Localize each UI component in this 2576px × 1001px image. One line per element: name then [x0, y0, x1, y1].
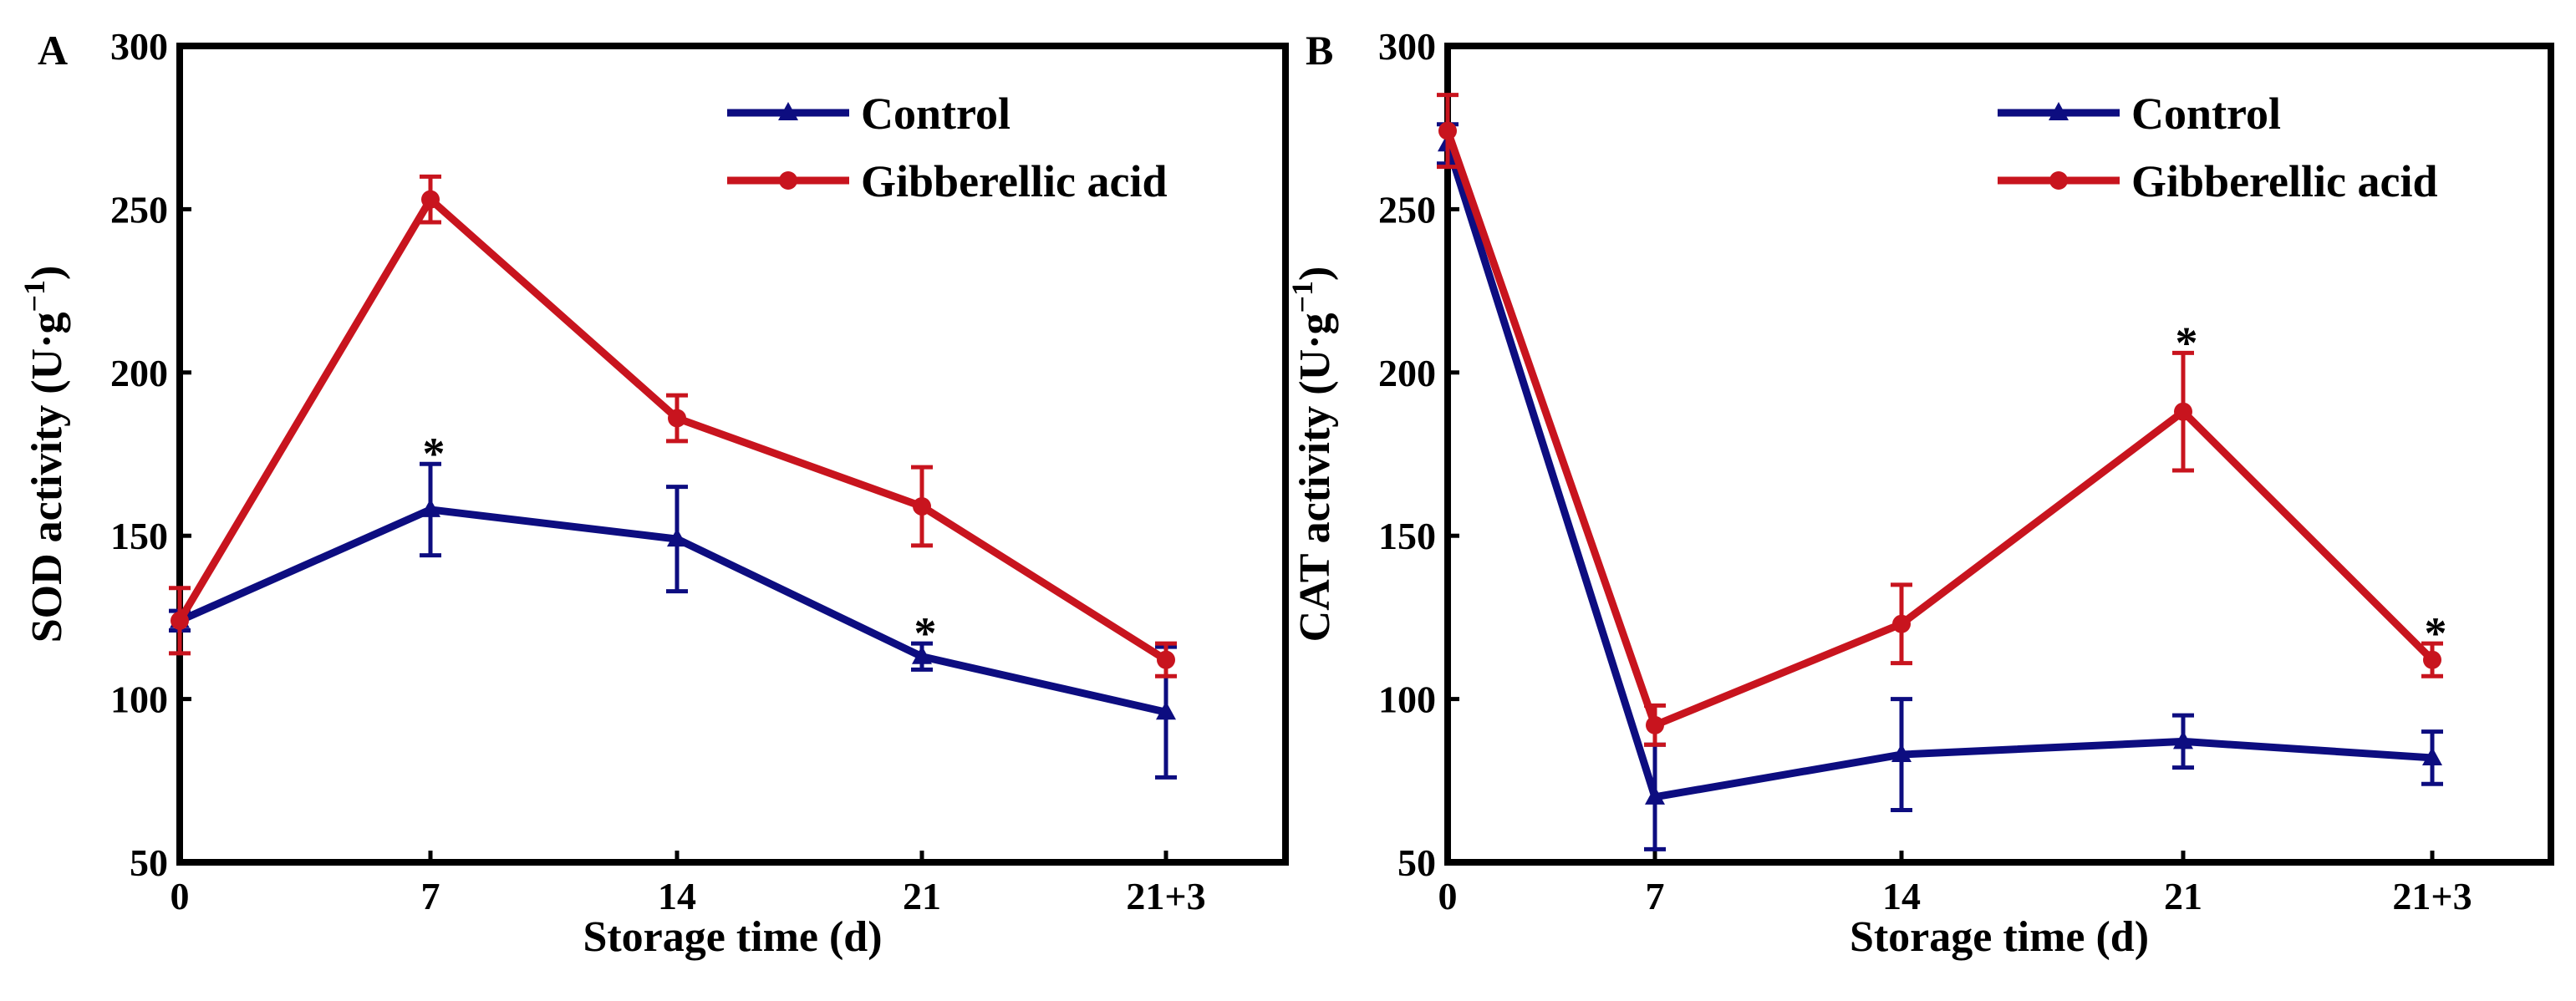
x-tick-label: 0 — [1438, 875, 1458, 917]
legend-label: Control — [861, 89, 1011, 139]
x-tick-label: 0 — [171, 875, 190, 917]
significance-star: * — [914, 608, 937, 658]
x-axis-title: Storage time (d) — [1850, 913, 2149, 961]
y-axis-title-close: ) — [1291, 267, 1339, 281]
plot-frame — [176, 43, 1289, 866]
significance-star: * — [2176, 318, 2198, 368]
y-tick-label: 50 — [130, 841, 168, 884]
data-point-circle — [913, 497, 931, 516]
chart-panel-b: B 50 100 150 200 250 300 0 7 14 21 21+3 Storage time… — [1285, 25, 2554, 961]
y-tick-label: 200 — [1378, 352, 1436, 394]
x-tick-label: 21 — [2164, 875, 2202, 917]
y-tick-label: 300 — [110, 25, 168, 68]
data-point-circle — [171, 611, 189, 630]
legend: Control Gibberellic acid — [727, 89, 1167, 206]
data-point-triangle — [667, 528, 687, 547]
plot-frame — [1444, 43, 2554, 866]
data-point-triangle — [1891, 744, 1912, 763]
series-control — [1437, 122, 2443, 851]
y-axis-title: CAT activity (U·g−1) — [1285, 267, 1339, 643]
data-point-triangle — [1645, 785, 1665, 805]
panel-label: B — [1306, 27, 1333, 74]
y-tick-label: 50 — [1397, 841, 1436, 884]
data-point-circle — [1646, 715, 1664, 734]
y-axis-title-superscript: −1 — [18, 280, 51, 312]
legend-marker-circle — [779, 171, 797, 190]
y-axis-title: SOD activity (U·g−1) — [18, 266, 71, 643]
x-tick-label: 21 — [903, 875, 941, 917]
x-tick-label: 7 — [1646, 875, 1665, 917]
significance-star: * — [2425, 608, 2447, 658]
series-line — [1443, 130, 2436, 729]
data-point-circle — [2174, 402, 2192, 421]
y-tick-label: 100 — [110, 678, 168, 721]
y-tick-label: 250 — [110, 188, 168, 231]
x-tick-label: 7 — [421, 875, 440, 917]
legend-label: Gibberellic acid — [861, 156, 1167, 206]
series-gibberellic-acid — [169, 174, 1177, 678]
y-axis-title-close: ) — [23, 266, 71, 280]
y-axis-title-superscript: −1 — [1285, 281, 1319, 313]
y-tick-label: 200 — [110, 352, 168, 394]
y-axis-title-main: SOD activity (U·g — [23, 312, 71, 643]
chart-panel-a: A 50 100 150 200 250 300 0 7 14 21 21+3 Storage time… — [18, 25, 1289, 961]
y-tick-label: 150 — [1378, 515, 1436, 557]
data-point-triangle — [1156, 701, 1176, 720]
x-tick-label: 14 — [658, 875, 696, 917]
data-point-triangle — [2173, 730, 2193, 749]
panel-label: A — [38, 27, 68, 74]
legend: Control Gibberellic acid — [1998, 89, 2437, 206]
y-tick-label: 100 — [1378, 678, 1436, 721]
legend-label: Gibberellic acid — [2131, 156, 2437, 206]
y-tick-label: 300 — [1378, 25, 1436, 68]
legend-marker-triangle — [778, 102, 798, 120]
y-axis-title-main: CAT activity (U·g — [1291, 313, 1339, 643]
data-point-circle — [1157, 650, 1175, 669]
data-point-triangle — [2422, 746, 2442, 765]
series-control — [169, 461, 1177, 780]
x-tick-label: 21+3 — [2392, 875, 2472, 917]
significance-star: * — [423, 429, 445, 479]
data-point-circle — [668, 409, 686, 428]
data-point-circle — [1892, 614, 1911, 633]
y-tick-label: 250 — [1378, 188, 1436, 231]
data-point-triangle — [912, 645, 932, 664]
data-point-triangle — [420, 498, 440, 517]
x-axis-title: Storage time (d) — [583, 913, 882, 961]
data-point-circle — [2423, 650, 2441, 669]
data-point-circle — [1438, 121, 1457, 140]
data-point-circle — [421, 190, 440, 209]
y-tick-label: 150 — [110, 515, 168, 557]
x-tick-label: 14 — [1882, 875, 1921, 917]
series-gibberellic-acid — [1437, 93, 2443, 747]
legend-marker-circle — [2049, 171, 2068, 190]
legend-marker-triangle — [2049, 102, 2069, 120]
x-tick-label: 21+3 — [1126, 875, 1205, 917]
legend-label: Control — [2131, 89, 2281, 139]
series-line — [1443, 142, 2433, 801]
